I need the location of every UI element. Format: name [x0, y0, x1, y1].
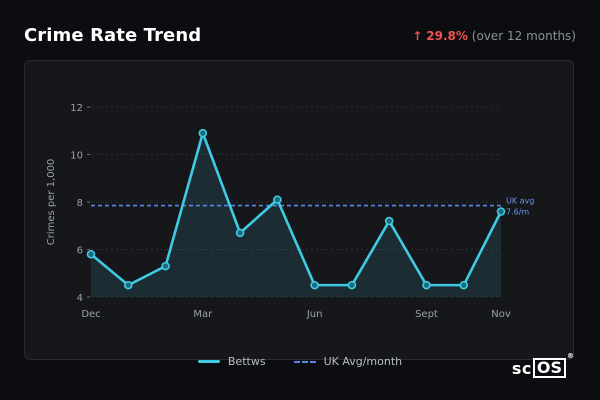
reference-value-label: 7.6/m: [506, 208, 529, 217]
data-point: [161, 261, 170, 271]
legend-item-reference[interactable]: UK Avg/month: [293, 355, 403, 368]
page-title: Crime Rate Trend: [24, 25, 202, 46]
data-point: [422, 280, 431, 290]
data-point: [235, 228, 245, 238]
data-point: [273, 195, 282, 204]
change-value: 29.8%: [426, 29, 468, 43]
y-tick-label: 8: [77, 198, 83, 209]
y-tick-label: 6: [77, 246, 83, 257]
logo-text-os: OS: [532, 358, 566, 378]
x-tick-label: Dec: [81, 309, 100, 320]
series-area: [91, 133, 501, 297]
legend-item-series[interactable]: Bettws: [197, 355, 266, 368]
series-line: [89, 131, 503, 287]
x-tick-label: Nov: [491, 309, 511, 320]
y-tick-label: 10: [70, 151, 83, 162]
legend-label-series: Bettws: [227, 355, 266, 368]
change-summary: ↑ 29.8% (over 12 months): [412, 29, 576, 43]
data-point: [459, 280, 469, 290]
data-point: [384, 216, 394, 226]
x-tick-label: Mar: [193, 309, 213, 320]
y-tick-label: 12: [70, 103, 83, 114]
chart-card: [24, 60, 574, 360]
legend-line-solid-icon: [197, 360, 220, 363]
logo-text-sc: sc: [511, 359, 532, 378]
data-point: [496, 207, 506, 216]
trend-up-icon: ↑: [412, 29, 423, 43]
y-axis-label: Crimes per 1,000: [46, 159, 57, 246]
legend-label-reference: UK Avg/month: [323, 355, 403, 368]
data-point: [310, 280, 319, 290]
x-tick-label: Jun: [306, 309, 323, 320]
registered-mark-icon: ®: [567, 352, 574, 360]
data-point: [123, 280, 133, 290]
data-point: [198, 128, 208, 138]
y-tick-label: 4: [77, 293, 83, 304]
change-note: (over 12 months): [471, 29, 576, 43]
data-point: [347, 280, 357, 290]
data-point: [86, 249, 96, 259]
reference-label: UK avg: [506, 197, 534, 206]
brand-logo: sc OS ®: [511, 352, 574, 378]
legend-line-dashed-icon: [293, 360, 316, 363]
x-tick-label: Sept: [415, 309, 438, 320]
chart-legend: Bettws UK Avg/month: [0, 355, 600, 368]
